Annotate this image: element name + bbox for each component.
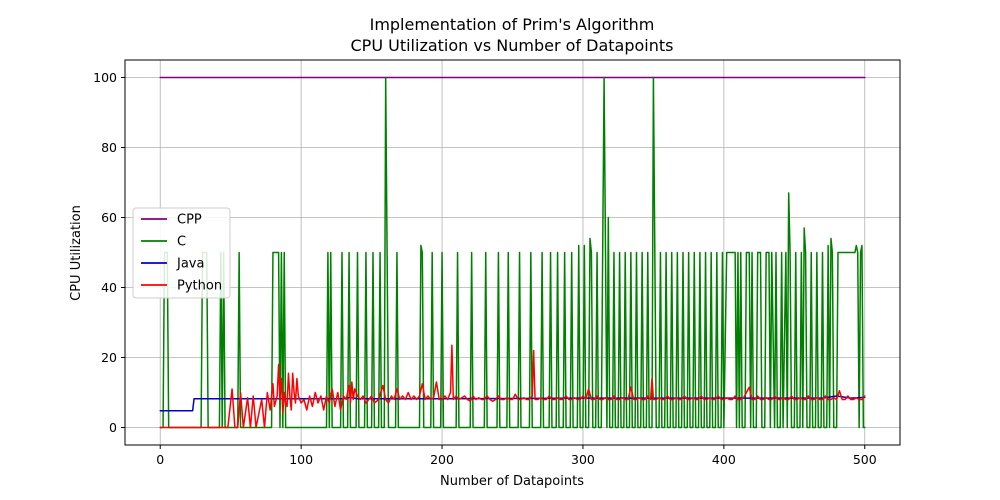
x-tick-label: 100 — [289, 452, 313, 467]
y-axis-ticks: 0 20 40 60 80 100 — [93, 70, 125, 435]
legend-label-c: C — [177, 235, 186, 250]
y-tick-label: 100 — [93, 70, 117, 85]
plot-frame — [124, 59, 901, 446]
x-tick-label: 0 — [156, 452, 164, 467]
x-axis-ticks: 0 100 200 300 400 500 — [156, 445, 877, 467]
x-tick-label: 200 — [430, 452, 454, 467]
chart-title: Implementation of Prim's Algorithm — [370, 15, 655, 34]
y-axis-label: CPU Utilization — [69, 205, 84, 301]
legend-box — [132, 207, 231, 299]
series-line-c — [159, 76, 866, 429]
series-layer — [159, 76, 866, 429]
y-tick-label: 0 — [109, 420, 117, 435]
y-tick-label: 40 — [101, 280, 117, 295]
chart-subtitle: CPU Utilization vs Number of Datapoints — [351, 36, 674, 55]
legend-label-cpp: CPP — [177, 213, 202, 228]
x-axis-label: Number of Datapoints — [440, 474, 584, 489]
y-tick-label: 60 — [101, 210, 117, 225]
x-tick-label: 500 — [853, 452, 877, 467]
legend-label-java: Java — [176, 257, 204, 272]
legend-label-python: Python — [177, 279, 222, 294]
x-tick-label: 400 — [712, 452, 736, 467]
y-tick-label: 80 — [101, 140, 117, 155]
y-tick-label: 20 — [101, 350, 117, 365]
x-tick-label: 300 — [571, 452, 595, 467]
legend: CPP C Java Python — [132, 207, 231, 299]
series-line-python — [159, 344, 866, 429]
